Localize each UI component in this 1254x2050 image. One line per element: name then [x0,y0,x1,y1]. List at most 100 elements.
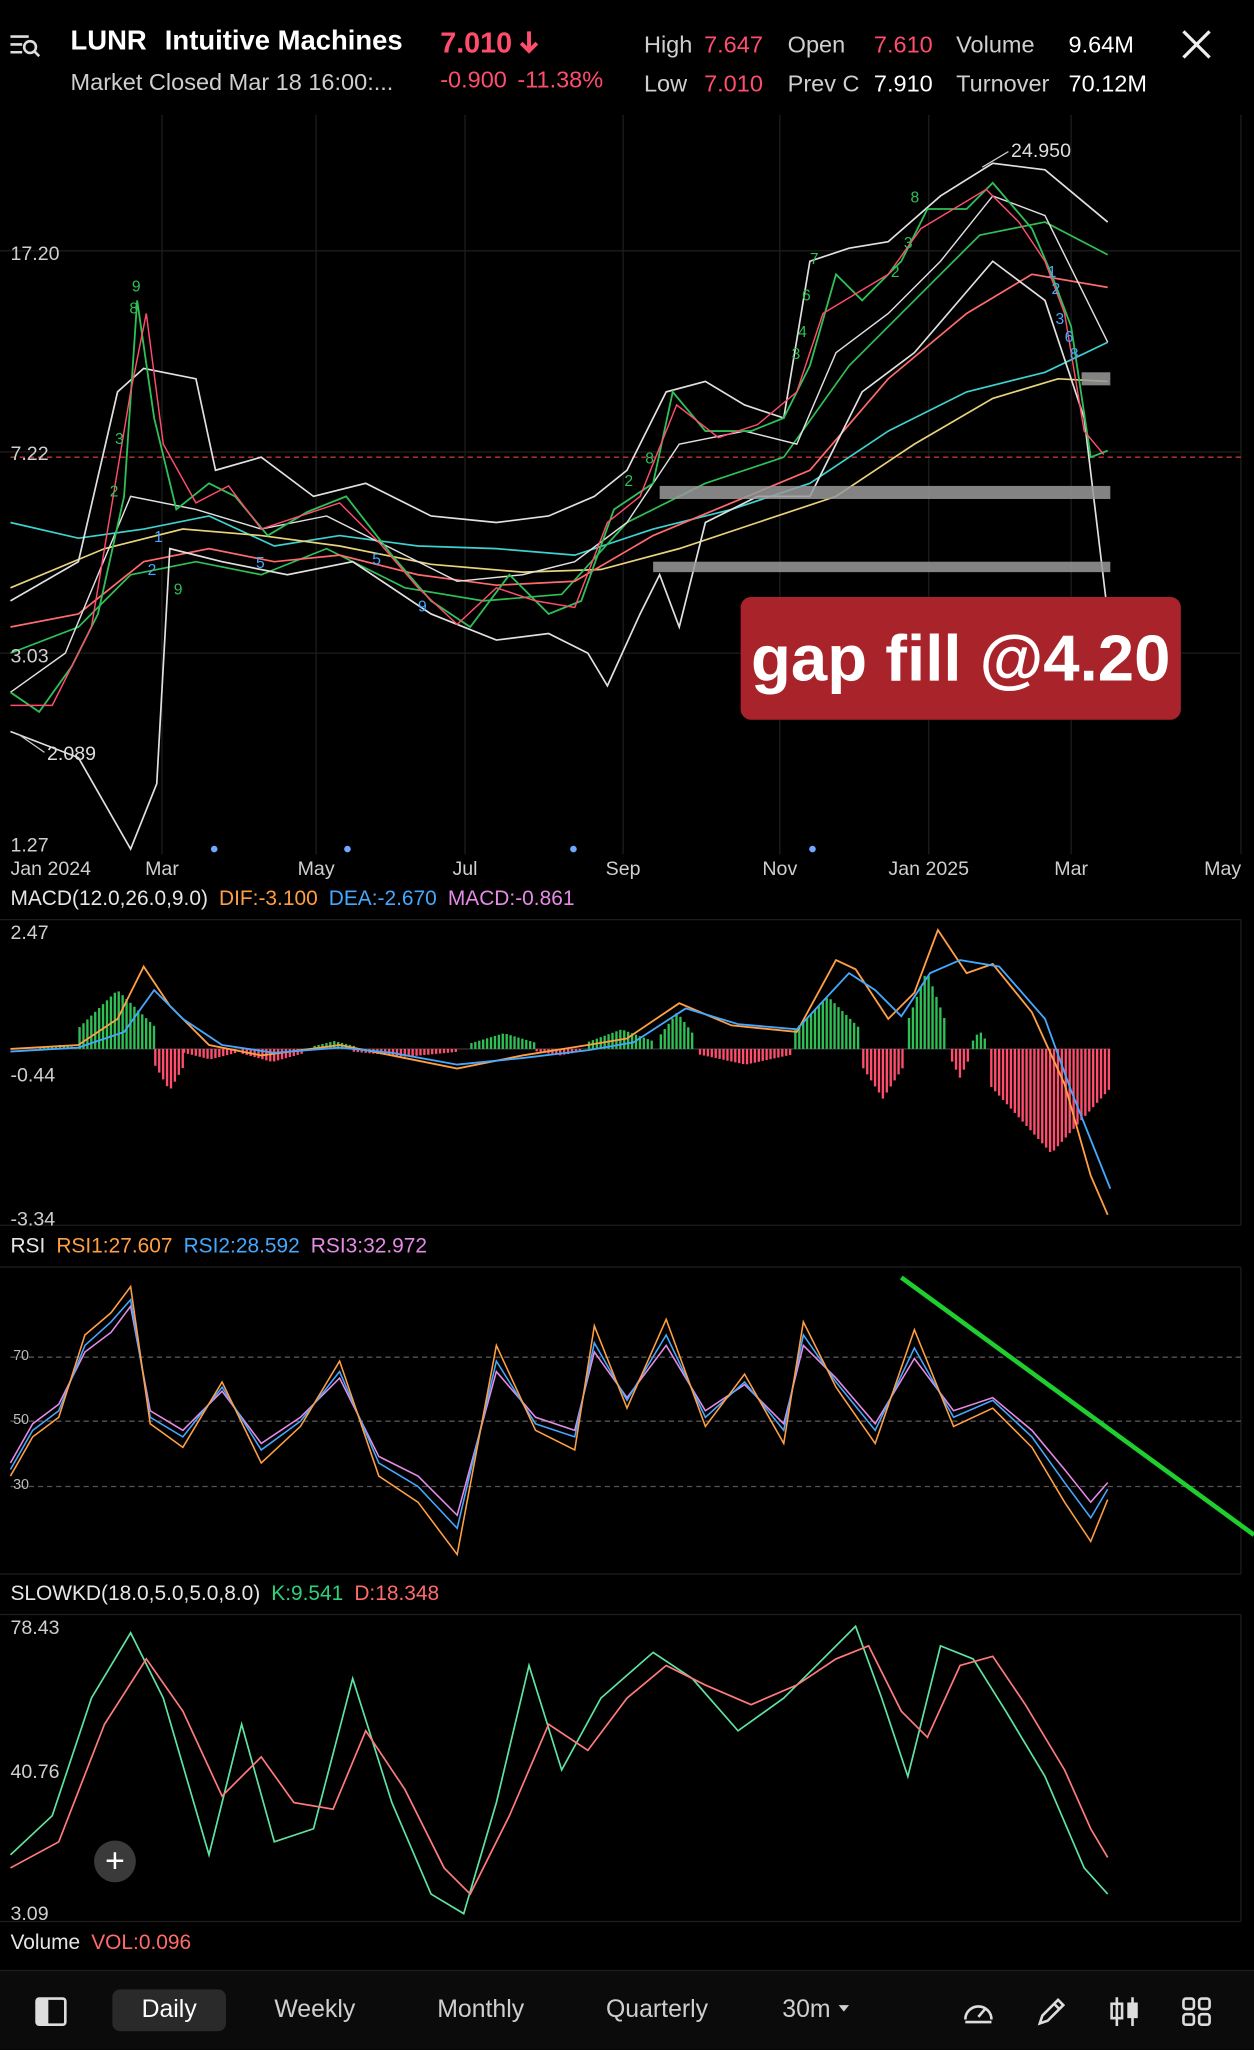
macd-histogram-bar [97,1007,101,1049]
slowkd-chart[interactable] [0,1613,1254,1923]
macd-histogram-bar [181,1048,184,1069]
macd-histogram-bar [543,1048,546,1053]
rsi-chart[interactable] [0,1266,1254,1575]
macd-histogram-bar [753,1048,757,1063]
tab-daily[interactable]: Daily [112,1989,226,2032]
pencil-icon[interactable] [1035,1995,1069,2029]
gap-zone-lower [653,561,1111,573]
macd-histogram-bar [454,1048,457,1053]
x-axis-label-2: Mar [145,858,179,881]
x-axis-label-4: Jul [452,858,478,881]
macd-histogram-bar [710,1048,713,1058]
macd-histogram-bar [642,1037,646,1049]
x-axis-label-3: May [297,858,335,881]
sidebar-toggle-icon[interactable] [34,1995,68,2029]
macd-histogram-bar [852,1022,856,1049]
rsi-title[interactable]: RSI RSI1:27.607 RSI2:28.592 RSI3:32.972 [10,1236,432,1260]
macd-histogram-bar [399,1048,403,1057]
stat-volume-label: Volume [956,31,1035,58]
tab-quarterly[interactable]: Quarterly [605,1995,709,2024]
macd-histogram-bar [885,1048,888,1093]
add-indicator-button[interactable]: + [94,1840,136,1883]
ma-line-yellow [10,377,1108,589]
macd-chart[interactable] [0,918,1254,1228]
macd-histogram-bar [702,1048,706,1056]
macd-histogram-bar [415,1048,418,1056]
macd-histogram-bar [154,1048,157,1066]
menu-search-icon[interactable] [8,29,42,60]
macd-histogram-bar [101,1004,105,1049]
macd-histogram-bar [849,1018,852,1049]
macd-histogram-bar [539,1048,542,1053]
macd-histogram-bar [117,991,120,1049]
macd-histogram-bar [206,1048,209,1059]
stat-open-label: Open [787,31,846,58]
macd-histogram-bar [1092,1048,1095,1108]
macd-histogram-bar [1052,1048,1056,1151]
stat-high-value: 7.647 [704,31,763,58]
macd-histogram-bar [190,1048,194,1055]
macd-histogram-bar [821,1001,824,1049]
macd-histogram-bar [1009,1048,1013,1109]
gap-zone-upper [659,485,1111,499]
macd-histogram-bar [423,1048,426,1056]
macd-histogram-bar [202,1048,205,1058]
macd-histogram-bar [1048,1048,1052,1152]
macd-grid [0,918,1242,1226]
macd-histogram-bar [877,1048,881,1093]
macd-histogram-bar [1068,1048,1071,1134]
macd-histogram-bar [825,997,828,1049]
x-axis-label-8: Mar [1054,858,1089,881]
macd-histogram-bar [802,1021,805,1049]
macd-histogram-bar [919,986,922,1049]
macd-histogram-bar [427,1048,430,1055]
svg-text:2: 2 [1052,281,1061,298]
macd-histogram-bar [630,1033,634,1049]
y-axis-label-3: 3.03 [10,645,49,668]
rsi1-line [9,1284,1109,1557]
grid-icon[interactable] [1180,1995,1214,2029]
macd-histogram-bar [152,1025,156,1049]
macd-y-label-1: 2.47 [10,922,49,945]
svg-text:8: 8 [645,451,654,468]
close-icon[interactable] [1178,26,1215,63]
macd-title[interactable]: MACD(12.0,26.0,9.0) DIF:-3.100 DEA:-2.67… [10,888,579,912]
tab-weekly[interactable]: Weekly [274,1995,356,2024]
slowkd-title[interactable]: SLOWKD(18.0,5.0,5.0,8.0) K:9.541 D:18.34… [10,1583,444,1607]
macd-histogram-bar [78,1027,81,1049]
svg-text:8: 8 [910,189,919,206]
macd-histogram-bar [39,1047,42,1049]
macd-dea-line [10,959,1112,1190]
macd-histogram-bar [975,1034,979,1049]
macd-histogram-bar [990,1048,993,1087]
macd-histogram-bar [659,1034,663,1049]
macd-histogram-bar [856,1026,860,1049]
macd-histogram-bar [169,1048,173,1089]
speedometer-icon[interactable] [961,1995,995,2029]
volume-title[interactable]: Volume VOL:0.096 [10,1932,196,1956]
stat-prevclose-label: Prev C [787,70,860,97]
macd-histogram-bar [1080,1048,1083,1121]
bollinger-lower [10,260,1109,852]
macd-histogram-bar [257,1048,260,1059]
macd-histogram-bar [706,1048,710,1057]
macd-histogram-bar [253,1048,256,1058]
macd-histogram-bar [555,1048,558,1055]
macd-histogram-bar [497,1034,501,1049]
event-dots[interactable] [210,845,816,853]
svg-text:3: 3 [115,431,124,448]
svg-text:4: 4 [798,324,807,341]
macd-histogram-bar [714,1048,717,1059]
candlestick-icon[interactable] [1108,1995,1142,2029]
macd-histogram-bar [726,1048,729,1061]
macd-histogram-bar [769,1048,772,1060]
tab-interval-dropdown[interactable]: 30m [773,1989,859,2031]
macd-histogram-bar [897,1048,900,1075]
macd-histogram-bar [950,1048,954,1062]
macd-histogram-bar [994,1048,997,1092]
svg-text:5: 5 [256,555,265,572]
tab-monthly[interactable]: Monthly [437,1995,525,2024]
macd-histogram-bar [809,1013,813,1049]
ma-line-cyan [10,341,1109,557]
